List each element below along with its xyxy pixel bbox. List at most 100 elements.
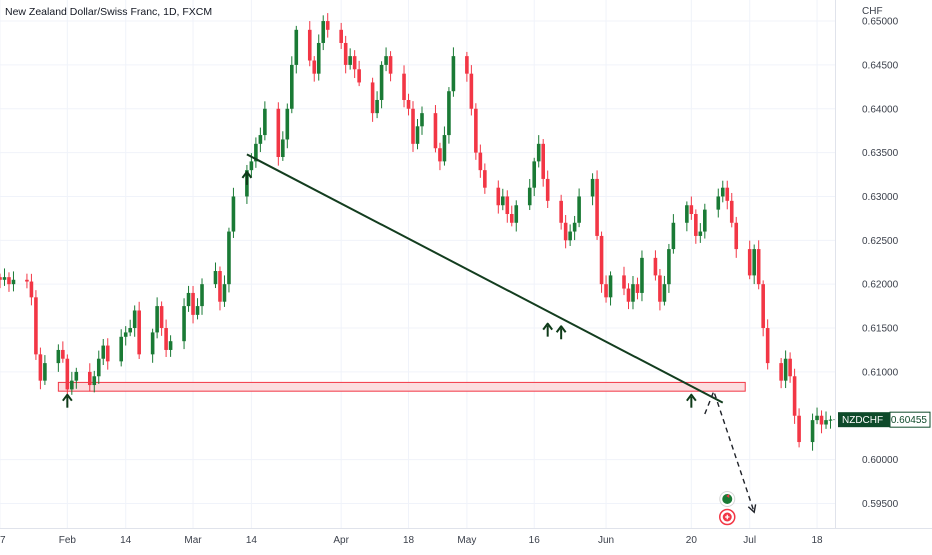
candle-body xyxy=(662,284,667,302)
candle xyxy=(339,22,343,49)
candle-body xyxy=(438,148,442,162)
candle-body xyxy=(622,275,626,289)
projection-layer[interactable] xyxy=(704,389,757,514)
candle-body xyxy=(155,306,159,333)
candle-body xyxy=(640,257,644,293)
candle xyxy=(128,319,132,337)
x-tick-label: Apr xyxy=(333,535,349,546)
candle-body xyxy=(527,187,532,206)
candle xyxy=(563,215,568,249)
candle xyxy=(559,194,563,230)
candle xyxy=(186,285,191,312)
candle xyxy=(105,338,110,370)
candle xyxy=(447,87,451,144)
candle-body xyxy=(595,178,599,236)
candle xyxy=(258,127,263,153)
y-tick-label: 0.62000 xyxy=(862,280,899,291)
candle xyxy=(11,271,16,292)
candle xyxy=(792,368,797,424)
candle-body xyxy=(375,99,379,114)
candle-body xyxy=(0,277,2,280)
candle xyxy=(70,371,74,395)
candle xyxy=(815,407,819,425)
symbol-tag-bg xyxy=(838,412,890,428)
support-zone-layer[interactable] xyxy=(57,381,746,392)
candle-body xyxy=(667,249,671,285)
candle xyxy=(604,275,608,303)
candle xyxy=(384,47,388,72)
price-axis[interactable]: 0.65000 0.64500 0.64000 0.63500 0.63000 0.625… xyxy=(862,17,899,510)
candle-body xyxy=(25,279,29,282)
news-flag-icon[interactable] xyxy=(719,491,736,507)
grid xyxy=(0,0,835,528)
candle xyxy=(469,65,474,116)
candle xyxy=(653,250,658,281)
candle xyxy=(352,50,357,79)
candle-body xyxy=(343,42,348,65)
candle-body xyxy=(720,187,725,197)
x-tick-label: May xyxy=(457,535,476,546)
candle xyxy=(281,131,285,161)
candle-body xyxy=(469,73,474,109)
candle-body xyxy=(307,29,312,61)
candle xyxy=(370,77,375,122)
candle-body xyxy=(447,91,451,136)
candle-body xyxy=(797,415,801,443)
candle-body xyxy=(312,60,317,74)
candle-body xyxy=(756,249,761,285)
candle-body xyxy=(824,420,828,425)
candle xyxy=(765,319,770,370)
candle xyxy=(483,163,487,194)
candle xyxy=(74,367,79,389)
candle xyxy=(182,298,186,350)
candle-body xyxy=(810,420,815,443)
axes xyxy=(0,0,932,529)
candle xyxy=(164,319,168,357)
candle-body xyxy=(87,371,92,386)
candle-body xyxy=(7,277,11,285)
dividend-icon[interactable] xyxy=(719,508,736,526)
candle xyxy=(703,203,707,239)
candle-body xyxy=(2,277,7,280)
trendline-layer[interactable] xyxy=(246,153,724,404)
candle-body xyxy=(747,249,752,276)
candle xyxy=(375,91,379,119)
candle-body xyxy=(65,358,70,390)
candle-body xyxy=(689,205,694,215)
candle-body xyxy=(159,306,164,329)
candle-body xyxy=(725,187,730,201)
candle xyxy=(101,338,106,366)
candle-body xyxy=(415,126,420,144)
candle-body xyxy=(119,336,124,362)
candle-body xyxy=(451,56,456,92)
candle xyxy=(43,355,47,385)
candle xyxy=(734,216,739,258)
x-tick-label: 17 xyxy=(0,535,6,546)
candle xyxy=(307,21,312,67)
candle xyxy=(667,243,671,293)
event-icons[interactable] xyxy=(719,491,736,526)
candle xyxy=(132,305,137,337)
candle-body xyxy=(752,249,756,276)
candle xyxy=(0,273,2,289)
time-axis[interactable]: 17 Feb 14 Mar 14 Apr 18 May 16 Jun 20 Jul 18 xyxy=(0,535,823,546)
candle xyxy=(729,192,734,228)
candle-body xyxy=(182,306,186,342)
candle xyxy=(227,227,231,293)
candle-body xyxy=(168,341,173,350)
resistance-trendline[interactable] xyxy=(246,153,724,404)
candle xyxy=(509,205,514,227)
candle xyxy=(123,326,128,346)
support-arrows xyxy=(62,170,697,408)
candle-body xyxy=(590,178,595,197)
candle-body xyxy=(500,196,505,206)
up-arrow-marker xyxy=(62,393,73,408)
projection-path[interactable] xyxy=(704,389,755,513)
candle-body xyxy=(635,284,640,293)
support-zone-rect[interactable] xyxy=(57,381,746,392)
candle-body xyxy=(626,288,631,302)
candle xyxy=(2,268,7,286)
candle-body xyxy=(137,310,141,355)
